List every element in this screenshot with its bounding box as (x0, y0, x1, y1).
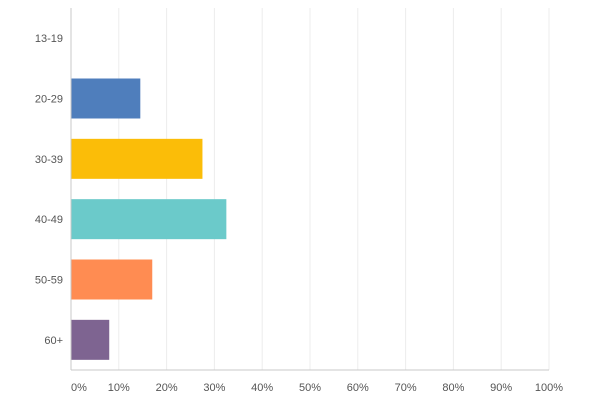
x-tick-label: 100% (535, 382, 563, 394)
x-tick-label: 30% (203, 382, 225, 394)
axes (70, 8, 549, 371)
bar-30-39 (71, 138, 203, 179)
x-tick-label: 80% (442, 382, 464, 394)
x-tick-label: 70% (395, 382, 417, 394)
bars (71, 78, 227, 360)
x-tick-label: 40% (251, 382, 273, 394)
grid-lines (118, 8, 550, 370)
bar-60+ (71, 319, 110, 360)
category-label: 30-39 (35, 154, 63, 166)
bar-20-29 (71, 78, 141, 119)
x-tick-label: 0% (71, 382, 87, 394)
x-tick-label: 60% (347, 382, 369, 394)
x-tick-labels: 0% 10% 20% 30% 40% 50% 60% 70% 80% 90% 100% (71, 382, 563, 394)
bar-40-49 (71, 199, 227, 240)
x-tick-label: 50% (299, 382, 321, 394)
bar-50-59 (71, 259, 153, 300)
category-label: 40-49 (35, 214, 63, 226)
x-tick-label: 10% (108, 382, 130, 394)
x-tick-label: 20% (156, 382, 178, 394)
category-label: 13-19 (35, 33, 63, 45)
category-label: 60+ (44, 335, 63, 347)
category-label: 50-59 (35, 275, 63, 287)
category-label: 20-29 (35, 94, 63, 106)
category-labels: 13-19 20-29 30-39 40-49 50-59 60+ (35, 33, 63, 347)
x-tick-label: 90% (490, 382, 512, 394)
